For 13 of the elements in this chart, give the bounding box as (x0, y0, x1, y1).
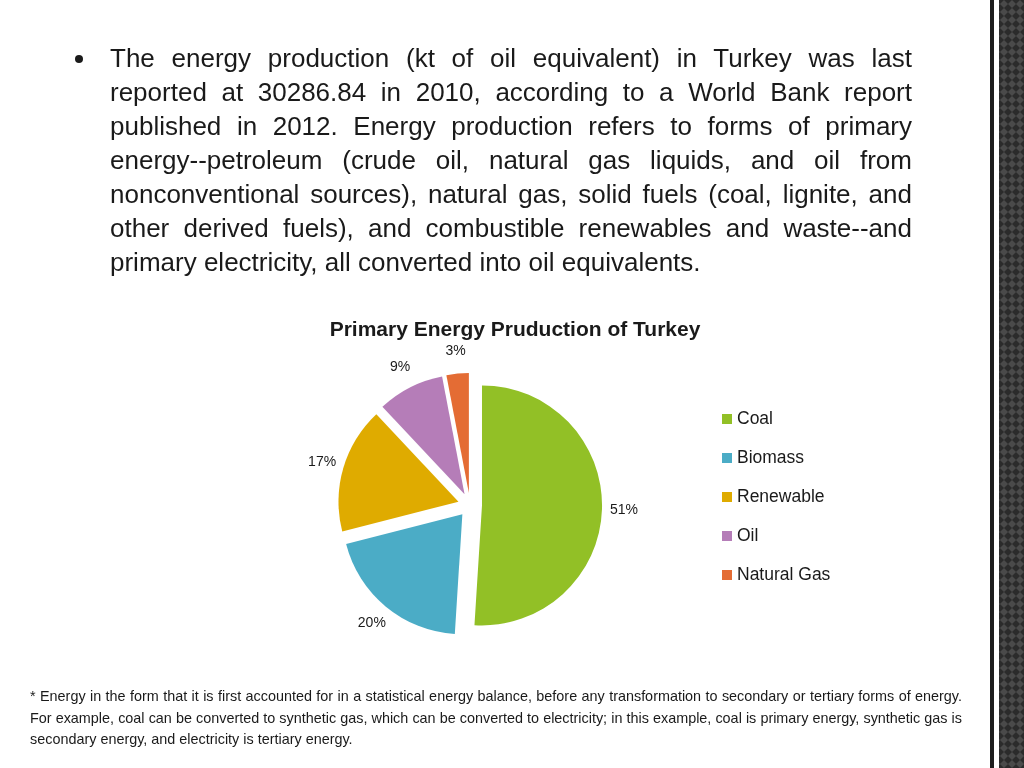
legend-label: Oil (737, 524, 759, 545)
data-label: 9% (389, 358, 411, 375)
data-label: 3% (445, 342, 466, 359)
data-label: 17% (308, 452, 337, 469)
text: The energy production (kt of oil equivalent) in Turkey was last reported at 30286.84 in 2010, according to a World Bank report published in 2012. Energy production refers to forms of primary energy--petroleum (crude oil, natural gas liquids, and oil from nonconventional sources), natural gas, solid fuels (coal, lignite, and other derived fuels), and combustible renewables and waste--and primary electricity, all converted into oil equivalents. (110, 42, 912, 279)
data-label: 51% (609, 500, 638, 517)
data-label: 20% (357, 614, 386, 631)
legend-label: Biomass (737, 446, 805, 467)
chart-title: Primary Energy Pruduction of Turkey (329, 317, 701, 340)
legend-label: Renewable (737, 485, 825, 506)
legend-label: Coal (737, 407, 773, 428)
text: * Energy in the form that it is first accounted for in a statistical energy balance, before any transformation to secondary or tertiary forms of energy. For example, coal can be converted to synthetic gas, which can be converted to electricity; in this example, coal is primary energy, synthetic gas is secondary energy, and electricity is tertiary energy. (30, 687, 962, 749)
legend-label: Natural Gas (737, 563, 831, 584)
